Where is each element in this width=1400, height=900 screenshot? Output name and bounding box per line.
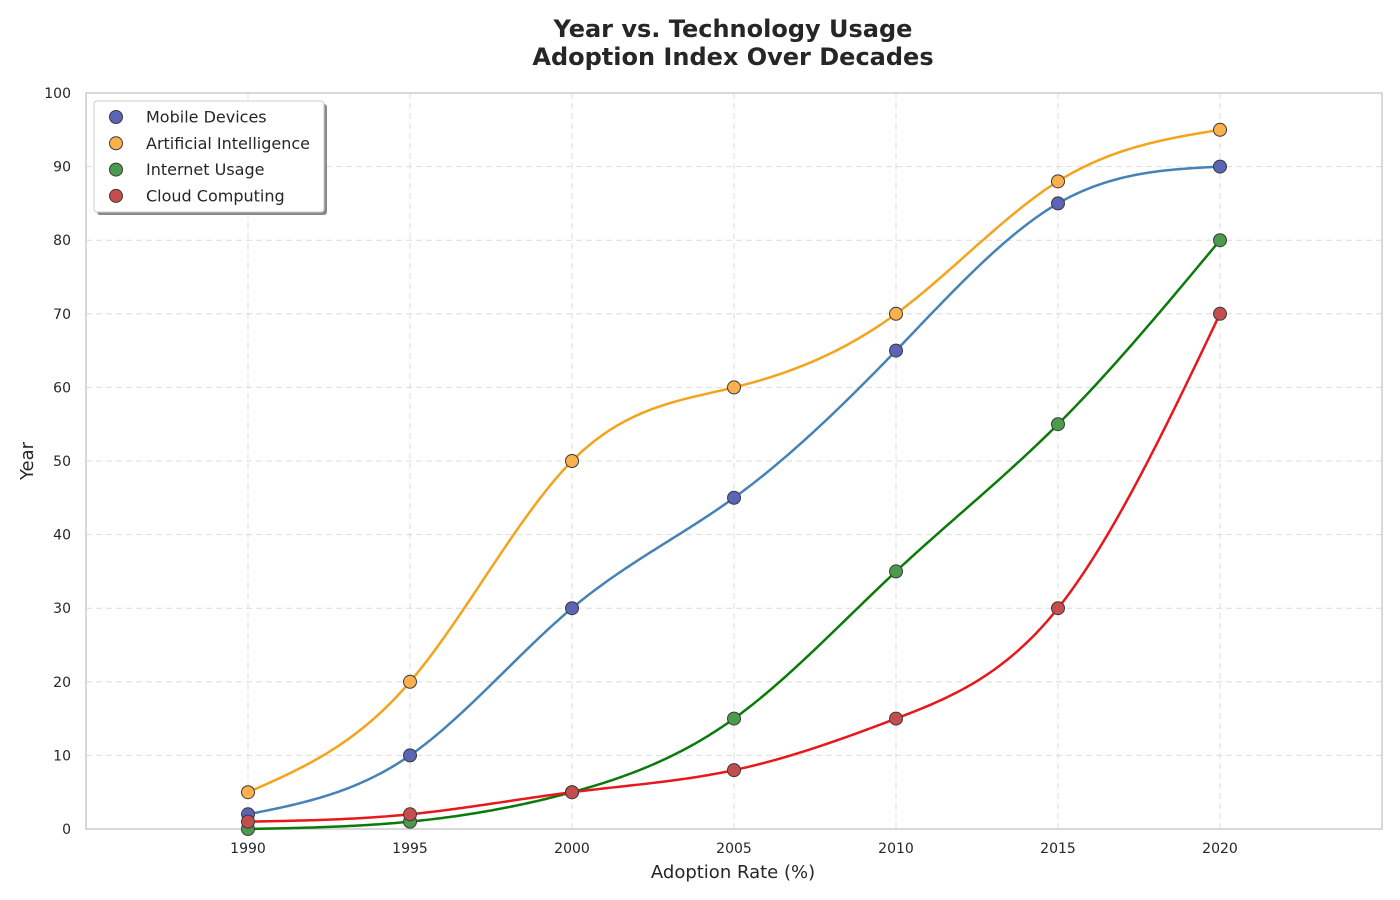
data-point-internet-usage — [1051, 417, 1065, 432]
legend-label-cloud-computing: Cloud Computing — [146, 186, 285, 205]
y-axis-ticks: 0 10 20 30 40 50 60 70 80 90 100 — [44, 86, 71, 838]
series-points — [241, 122, 1227, 836]
legend-marker-internet-usage — [109, 162, 123, 177]
legend-marker-cloud-computing — [109, 188, 123, 203]
data-point-cloud-computing — [241, 814, 255, 829]
x-axis-label: Adoption Rate (%) — [651, 862, 815, 883]
y-tick-label: 0 — [62, 822, 71, 838]
x-axis-ticks: 1990 1995 2000 2005 2010 2015 2020 — [230, 841, 1238, 857]
legend: Mobile Devices Artificial Intelligence Int… — [93, 100, 327, 215]
legend-items: Mobile Devices Artificial Intelligence Int… — [109, 108, 310, 205]
y-tick-label: 80 — [53, 233, 71, 249]
data-point-artificial-intelligence — [1213, 122, 1227, 137]
legend-label-artificial-intelligence: Artificial Intelligence — [146, 134, 310, 153]
legend-label-internet-usage: Internet Usage — [146, 160, 264, 179]
data-point-mobile-devices — [889, 343, 903, 358]
legend-marker-artificial-intelligence — [109, 136, 123, 151]
y-axis-label: Year — [17, 441, 38, 481]
data-point-cloud-computing — [889, 711, 903, 726]
data-point-cloud-computing — [727, 763, 741, 778]
x-tick-label: 2020 — [1202, 841, 1238, 857]
y-tick-label: 40 — [53, 528, 71, 544]
x-tick-label: 2010 — [878, 841, 914, 857]
data-point-artificial-intelligence — [727, 380, 741, 395]
data-point-cloud-computing — [565, 785, 579, 800]
y-tick-label: 30 — [53, 601, 71, 617]
data-point-mobile-devices — [403, 748, 417, 763]
legend-label-mobile-devices: Mobile Devices — [146, 108, 267, 127]
y-tick-label: 50 — [53, 454, 71, 470]
data-point-internet-usage — [889, 564, 903, 579]
chart-title-line1: Year vs. Technology Usage — [553, 15, 913, 43]
legend-box — [93, 100, 325, 213]
x-tick-label: 2015 — [1040, 841, 1076, 857]
plot-area-frame — [85, 92, 1383, 830]
data-point-artificial-intelligence — [403, 674, 417, 689]
data-point-cloud-computing — [1051, 601, 1065, 616]
y-tick-label: 70 — [53, 307, 71, 323]
data-point-mobile-devices — [1213, 159, 1227, 174]
chart-title-line2: Adoption Index Over Decades — [532, 43, 933, 71]
data-point-mobile-devices — [727, 490, 741, 505]
data-point-cloud-computing — [403, 807, 417, 822]
x-tick-label: 1995 — [392, 841, 428, 857]
y-tick-label: 100 — [44, 86, 71, 102]
data-point-internet-usage — [727, 711, 741, 726]
y-tick-label: 60 — [53, 380, 71, 396]
series-line-artificial-intelligence — [247, 128, 1221, 794]
data-point-mobile-devices — [1051, 196, 1065, 211]
data-point-cloud-computing — [1213, 306, 1227, 321]
data-point-artificial-intelligence — [241, 785, 255, 800]
legend-marker-mobile-devices — [109, 110, 123, 124]
data-point-internet-usage — [1213, 233, 1227, 248]
data-point-mobile-devices — [565, 601, 579, 616]
x-tick-label: 1990 — [230, 841, 266, 857]
y-tick-label: 10 — [53, 748, 71, 764]
data-point-artificial-intelligence — [565, 454, 579, 468]
x-tick-label: 2000 — [554, 841, 590, 857]
x-tick-label: 2005 — [716, 841, 752, 857]
y-tick-label: 90 — [53, 160, 71, 176]
y-tick-label: 20 — [53, 675, 71, 691]
data-point-artificial-intelligence — [1051, 174, 1065, 189]
data-point-artificial-intelligence — [889, 306, 903, 321]
